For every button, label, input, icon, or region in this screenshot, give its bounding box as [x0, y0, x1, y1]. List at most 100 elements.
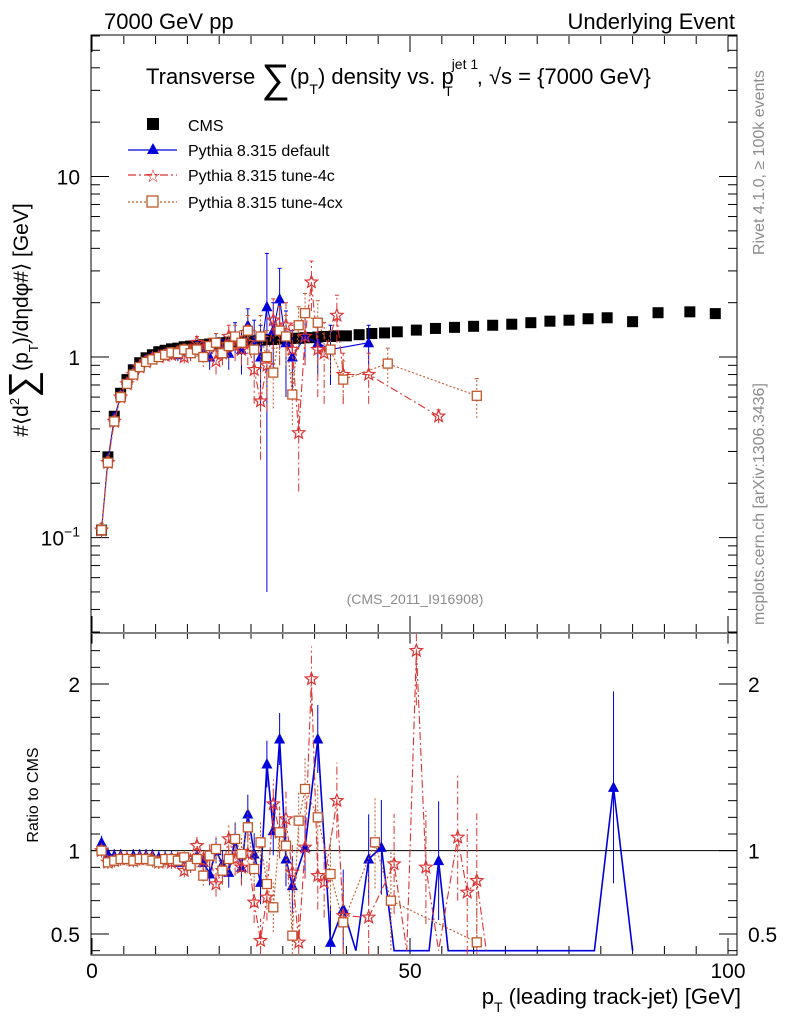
data-point-cms: [487, 319, 499, 331]
ratio-point-tune4cx: [268, 902, 279, 913]
data-point-tune4c: [265, 312, 281, 327]
ratio-point-tune4cx: [325, 868, 336, 880]
data-point-tune4c: [290, 424, 307, 440]
data-point-tune4cx: [274, 325, 285, 336]
ratio-point-tune4cx: [229, 833, 241, 845]
ratio-point-tune4cx: [312, 812, 323, 823]
ratio-point-tune4c: [469, 872, 485, 888]
data-point-tune4cx: [115, 391, 126, 403]
ratio-point-tune4c: [329, 792, 345, 808]
data-point-cms: [627, 316, 639, 328]
ratio-point-tune4cx: [217, 865, 228, 876]
data-point-cms: [684, 306, 696, 318]
data-point-tune4cx: [287, 389, 298, 400]
ratio-point-default: [325, 936, 336, 947]
y-tick-label-ratio: 2: [68, 674, 80, 697]
series-line-tune4cx: [100, 312, 477, 531]
legend-marker-tune4cx: [146, 195, 159, 208]
ratio-point-tune4cx: [249, 863, 260, 875]
data-point-tune4cx: [210, 337, 222, 348]
data-point-tune4cx: [134, 361, 145, 373]
ratio-data-marks: [93, 634, 634, 954]
data-point-tune4cx: [121, 378, 133, 390]
ratio-point-tune4c: [259, 889, 275, 904]
ratio-point-tune4c: [246, 894, 263, 909]
legend-label-tune4c: Pythia 8.315 tune-4c: [188, 168, 335, 185]
data-point-tune4cx: [229, 331, 241, 342]
ratio-point-tune4c: [189, 837, 205, 853]
data-point-tune4cx: [299, 308, 311, 319]
ratio-point-tune4c: [316, 874, 332, 889]
data-point-tune4cx: [191, 344, 203, 355]
ratio-point-tune4cx: [198, 870, 209, 881]
data-point-tune4c: [252, 392, 269, 408]
y-tick-label-ratio-right: 0.5: [748, 924, 777, 947]
data-point-cms: [340, 330, 352, 342]
y-tick-label-ratio: 1: [68, 841, 80, 864]
ratio-point-tune4cx: [274, 827, 285, 838]
ratio-point-default: [274, 733, 286, 744]
data-point-cms: [305, 332, 317, 344]
data-point-cms: [563, 314, 575, 326]
data-point-tune4c: [329, 307, 345, 323]
data-point-cms: [293, 332, 305, 344]
data-point-default: [363, 336, 375, 348]
data-point-cms: [449, 321, 461, 333]
legend-label-tune4cx: Pythia 8.315 tune-4cx: [188, 195, 343, 212]
data-point-tune4c: [303, 273, 320, 289]
data-point-tune4cx: [255, 331, 266, 342]
data-point-cms: [544, 315, 556, 327]
ratio-point-tune4c: [278, 810, 294, 826]
data-point-cms: [391, 326, 403, 338]
analysis-watermark: (CMS_2011_I916908): [347, 591, 484, 607]
data-point-tune4cx: [236, 337, 247, 348]
ratio-point-tune4cx: [287, 930, 298, 941]
data-point-tune4cx: [96, 524, 107, 536]
data-point-tune4cx: [312, 317, 323, 328]
ratio-point-tune4c: [265, 795, 281, 811]
data-point-tune4cx: [102, 457, 114, 468]
legend-label-cms: CMS: [188, 118, 224, 135]
data-point-default: [261, 300, 273, 312]
ratio-point-tune4c: [310, 867, 326, 883]
data-point-cms: [468, 320, 480, 332]
ratio-point-tune4cx: [204, 850, 215, 861]
ratio-point-default: [197, 856, 209, 867]
y-tick-label-ratio-right: 1: [748, 841, 760, 864]
data-point-tune4c: [430, 408, 447, 423]
data-point-cms: [353, 329, 365, 341]
data-point-tune4cx: [338, 374, 349, 385]
legend-label-default: Pythia 8.315 default: [188, 143, 330, 160]
ratio-panel-frame: [90, 632, 738, 956]
ratio-point-default: [280, 853, 292, 864]
data-point-cms: [601, 312, 613, 324]
ratio-point-tune4cx: [191, 853, 203, 865]
ratio-point-tune4cx: [255, 837, 266, 848]
ratio-point-tune4c: [418, 859, 434, 874]
data-point-cms: [410, 324, 422, 336]
header-left: 7000 GeV pp: [104, 9, 234, 34]
ratio-point-tune4cx: [96, 845, 107, 856]
ratio-point-tune4cx: [293, 815, 304, 826]
ratio-point-tune4c: [303, 670, 320, 686]
chart-title: Transverse ∑(pT) density vs. pjet 1 T, √s…: [146, 56, 651, 101]
y-tick-label-main: 10: [57, 166, 80, 189]
ratio-point-tune4cx: [210, 843, 222, 855]
legend-marker-cms: [147, 118, 159, 130]
data-point-cms: [652, 307, 664, 319]
ratio-line-default: [100, 738, 634, 952]
data-point-tune4cx: [325, 344, 336, 355]
ratio-point-tune4c: [408, 642, 425, 658]
ratio-point-tune4cx: [236, 848, 247, 860]
y-axis-label-ratio: Ratio to CMS: [25, 747, 42, 842]
data-point-tune4c: [208, 352, 224, 368]
legend-marker-tune4c: ☆: [145, 166, 161, 187]
ratio-point-default: [96, 836, 108, 847]
y-tick-label-main: 10−1: [41, 524, 81, 551]
x-axis-label: pT (leading track-jet) [GeV]: [482, 984, 741, 1015]
ratio-point-tune4c: [284, 864, 301, 879]
data-point-tune4cx: [242, 325, 253, 336]
main-data-marks: [93, 252, 721, 592]
data-point-cms: [709, 308, 721, 320]
